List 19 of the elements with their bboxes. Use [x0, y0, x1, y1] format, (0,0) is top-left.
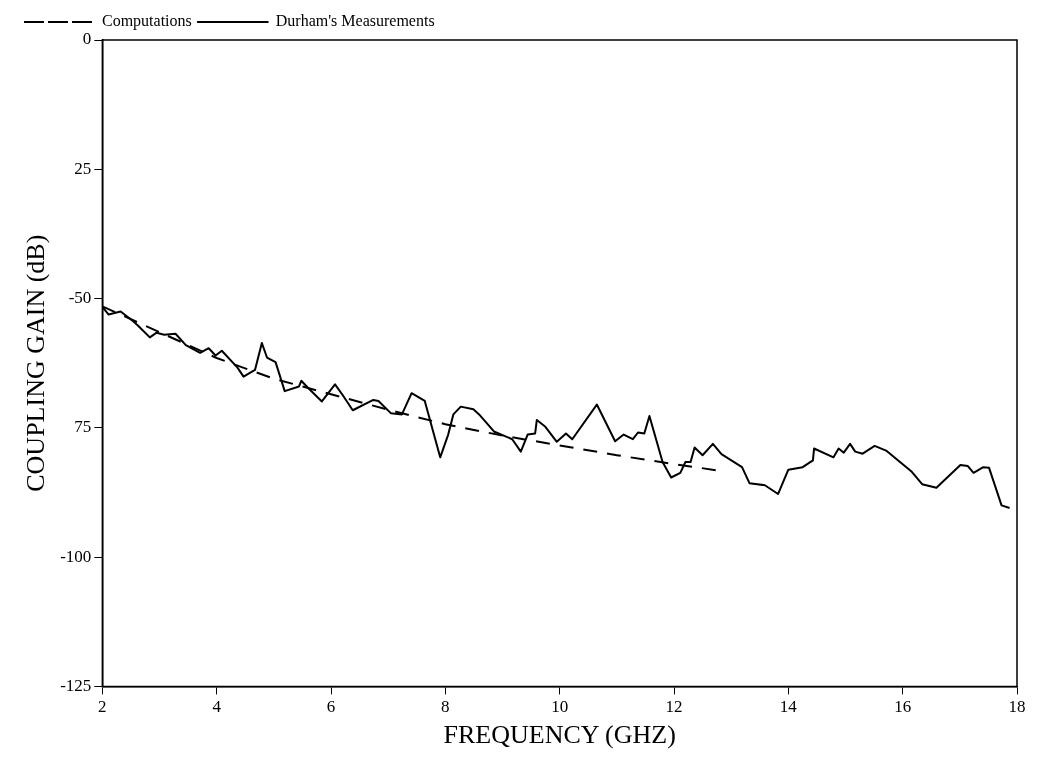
legend-label: Durham's Measurements — [275, 12, 435, 30]
x-tick-label: 14 — [779, 697, 798, 717]
x-tick-label: 8 — [441, 697, 450, 717]
x-tick-label: 12 — [665, 697, 683, 717]
x-axis-title: FREQUENCY (GHZ) — [443, 720, 676, 750]
x-tick-label: 2 — [98, 697, 107, 717]
x-tick-label: 18 — [1008, 697, 1026, 717]
x-tick-label: 6 — [326, 697, 336, 717]
y-tick-label: 0 — [82, 29, 92, 49]
x-tick-label: 4 — [212, 697, 222, 717]
legend-label: Computations — [102, 12, 192, 31]
y-tick-label: 75 — [74, 417, 92, 437]
y-tick-label: -125 — [60, 675, 92, 695]
x-tick-label: 16 — [894, 697, 912, 717]
y-tick-label: -100 — [60, 546, 92, 566]
x-tick-label: 10 — [551, 697, 569, 717]
y-axis-title: COUPLING GAIN (dB) — [21, 234, 51, 492]
y-tick-label: -50 — [68, 288, 92, 308]
y-tick-label: 25 — [74, 158, 92, 178]
